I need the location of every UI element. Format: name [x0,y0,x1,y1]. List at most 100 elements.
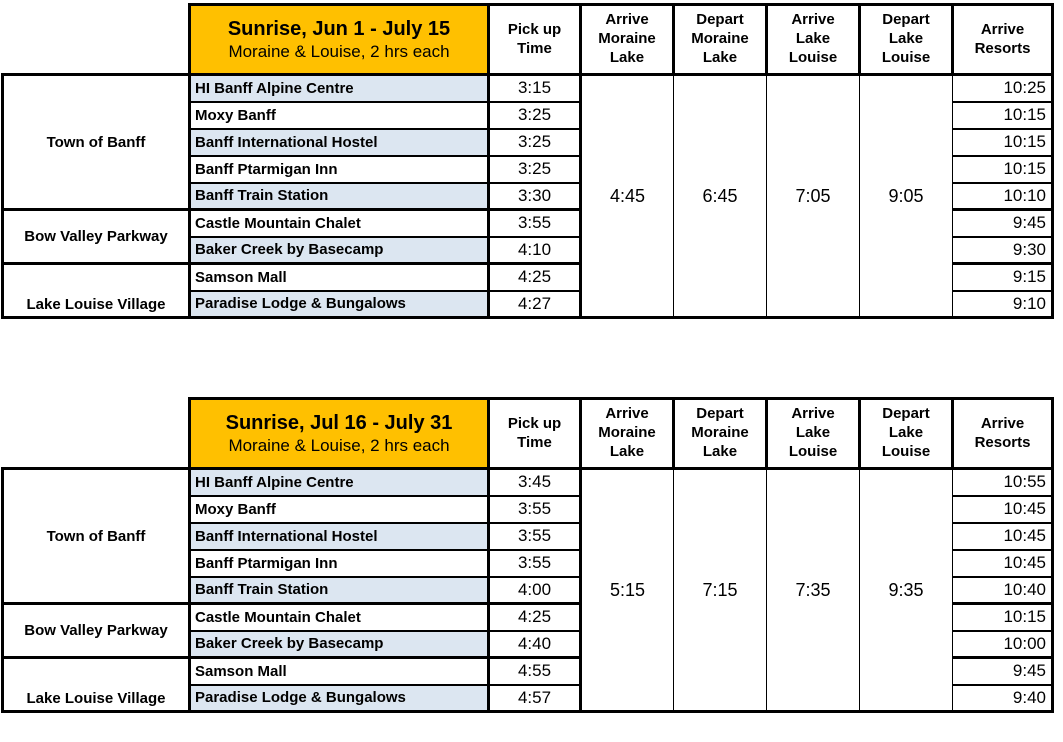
table-row: Banff International Hostel 3:55 10:45 [3,521,1054,551]
stop-name: Baker Creek by Basecamp [188,629,490,659]
column-header-pickup-time: Pick up Time [487,397,582,470]
stop-name: Banff Ptarmigan Inn [188,548,490,578]
arrive-resorts-time: 10:10 [952,181,1054,211]
stop-name: Moxy Banff [188,494,490,524]
group-label-bow-valley-parkway: Bow Valley Parkway [1,602,191,659]
arrive-resorts-time: 9:40 [952,683,1054,713]
stop-name: Banff International Hostel [188,127,490,157]
column-header-depart-lake-louise: Depart Lake Louise [858,397,954,470]
pickup-time: 4:25 [487,602,582,632]
column-header-arrive-moraine-lake: Arrive Moraine Lake [579,3,675,76]
pickup-time: 3:30 [487,181,582,211]
arrive-resorts-time: 9:45 [952,656,1054,686]
group-label-bow-valley-parkway: Bow Valley Parkway [1,208,191,265]
pickup-time: 4:55 [487,656,582,686]
arrive-lake-louise-time: 7:35 [766,467,860,713]
pickup-time: 3:25 [487,154,582,184]
stop-name: HI Banff Alpine Centre [188,467,490,497]
pickup-time: 4:00 [487,575,582,605]
table-row: Paradise Lodge & Bungalows 4:27 9:10 [3,289,1054,319]
arrive-resorts-time: 10:45 [952,521,1054,551]
arrive-resorts-time: 10:55 [952,467,1054,497]
group-label-lake-louise-village: Lake Louise Village [1,656,191,713]
table-row: Paradise Lodge & Bungalows 4:57 9:40 [3,683,1054,713]
table-row: Moxy Banff 3:25 10:15 [3,100,1054,130]
pickup-time: 4:25 [487,262,582,292]
pickup-time: 3:25 [487,127,582,157]
stop-name: Samson Mall [188,262,490,292]
table-row: Bow Valley Parkway Castle Mountain Chale… [1,602,1054,659]
pickup-time: 4:57 [487,683,582,713]
group-label-town-of-banff: Town of Banff [1,73,191,211]
arrive-resorts-time: 10:15 [952,100,1054,130]
table-row: Bow Valley Parkway Castle Mountain Chale… [1,208,1054,265]
table-row: Baker Creek by Basecamp 4:40 10:00 [3,629,1054,659]
stop-name: Baker Creek by Basecamp [188,235,490,265]
pickup-time: 3:55 [487,208,582,238]
stop-name: Paradise Lodge & Bungalows [188,683,490,713]
column-header-depart-moraine-lake: Depart Moraine Lake [672,397,768,470]
table-row: Town of Banff HI Banff Alpine Centre 3:4… [1,467,1054,713]
arrive-resorts-time: 10:45 [952,494,1054,524]
timetable-jun1-jul15: Sunrise, Jun 1 - July 15 Moraine & Louis… [1,3,1054,319]
depart-lake-louise-time: 9:05 [859,73,953,319]
arrive-resorts-time: 10:25 [952,73,1054,103]
table-row: Baker Creek by Basecamp 4:10 9:30 [3,235,1054,265]
schedule-subtitle: Moraine & Louise, 2 hrs each [228,42,450,62]
table-row: Banff Train Station 3:30 10:10 [3,181,1054,211]
stop-name: Samson Mall [188,656,490,686]
pickup-time: 3:55 [487,548,582,578]
pickup-time: 4:40 [487,629,582,659]
arrive-resorts-time: 9:15 [952,262,1054,292]
pickup-time: 3:45 [487,467,582,497]
schedule-subtitle: Moraine & Louise, 2 hrs each [228,436,450,456]
stop-name: Castle Mountain Chalet [188,602,490,632]
depart-moraine-lake-time: 7:15 [673,467,767,713]
arrive-moraine-lake-time: 5:15 [580,467,674,713]
table-row: Banff International Hostel 3:25 10:15 [3,127,1054,157]
arrive-resorts-time: 10:15 [952,127,1054,157]
stop-name: Banff International Hostel [188,521,490,551]
arrive-moraine-lake-time: 4:45 [580,73,674,319]
pickup-time: 4:10 [487,235,582,265]
stop-name: HI Banff Alpine Centre [188,73,490,103]
arrive-resorts-time: 9:45 [952,208,1054,238]
table-row: Lake Louise Village Samson Mall 4:55 9:4… [1,656,1054,713]
pickup-time: 3:55 [487,521,582,551]
schedule-title: Sunrise, Jun 1 - July 15 [227,18,451,41]
group-label-lake-louise-village: Lake Louise Village [1,262,191,319]
group-label-town-of-banff: Town of Banff [1,467,191,605]
pickup-time: 3:25 [487,100,582,130]
column-header-arrive-resorts: Arrive Resorts [951,397,1054,470]
arrive-resorts-time: 10:15 [952,154,1054,184]
schedule-title-cell: Sunrise, Jul 16 - July 31 Moraine & Loui… [188,397,490,470]
table-row: Moxy Banff 3:55 10:45 [3,494,1054,524]
arrive-resorts-time: 10:15 [952,602,1054,632]
schedule-title: Sunrise, Jul 16 - July 31 [225,412,453,435]
arrive-resorts-time: 10:00 [952,629,1054,659]
stop-name: Moxy Banff [188,100,490,130]
table-row: Banff Ptarmigan Inn 3:55 10:45 [3,548,1054,578]
arrive-resorts-time: 10:45 [952,548,1054,578]
stop-name: Paradise Lodge & Bungalows [188,289,490,319]
table-row: Lake Louise Village Samson Mall 4:25 9:1… [1,262,1054,319]
blank-corner-cell [2,4,190,75]
table-row: Banff Ptarmigan Inn 3:25 10:15 [3,154,1054,184]
schedule-title-cell: Sunrise, Jun 1 - July 15 Moraine & Louis… [188,3,490,76]
arrive-lake-louise-time: 7:05 [766,73,860,319]
pickup-time: 3:55 [487,494,582,524]
blank-corner-cell [2,398,190,469]
pickup-time: 3:15 [487,73,582,103]
stop-name: Banff Ptarmigan Inn [188,154,490,184]
table-row: Banff Train Station 4:00 10:40 [3,575,1054,605]
stop-name: Banff Train Station [188,575,490,605]
column-header-pickup-time: Pick up Time [487,3,582,76]
pickup-time: 4:27 [487,289,582,319]
depart-lake-louise-time: 9:35 [859,467,953,713]
depart-moraine-lake-time: 6:45 [673,73,767,319]
column-header-arrive-resorts: Arrive Resorts [951,3,1054,76]
column-header-depart-moraine-lake: Depart Moraine Lake [672,3,768,76]
stop-name: Castle Mountain Chalet [188,208,490,238]
table-row: Town of Banff HI Banff Alpine Centre 3:1… [1,73,1054,319]
